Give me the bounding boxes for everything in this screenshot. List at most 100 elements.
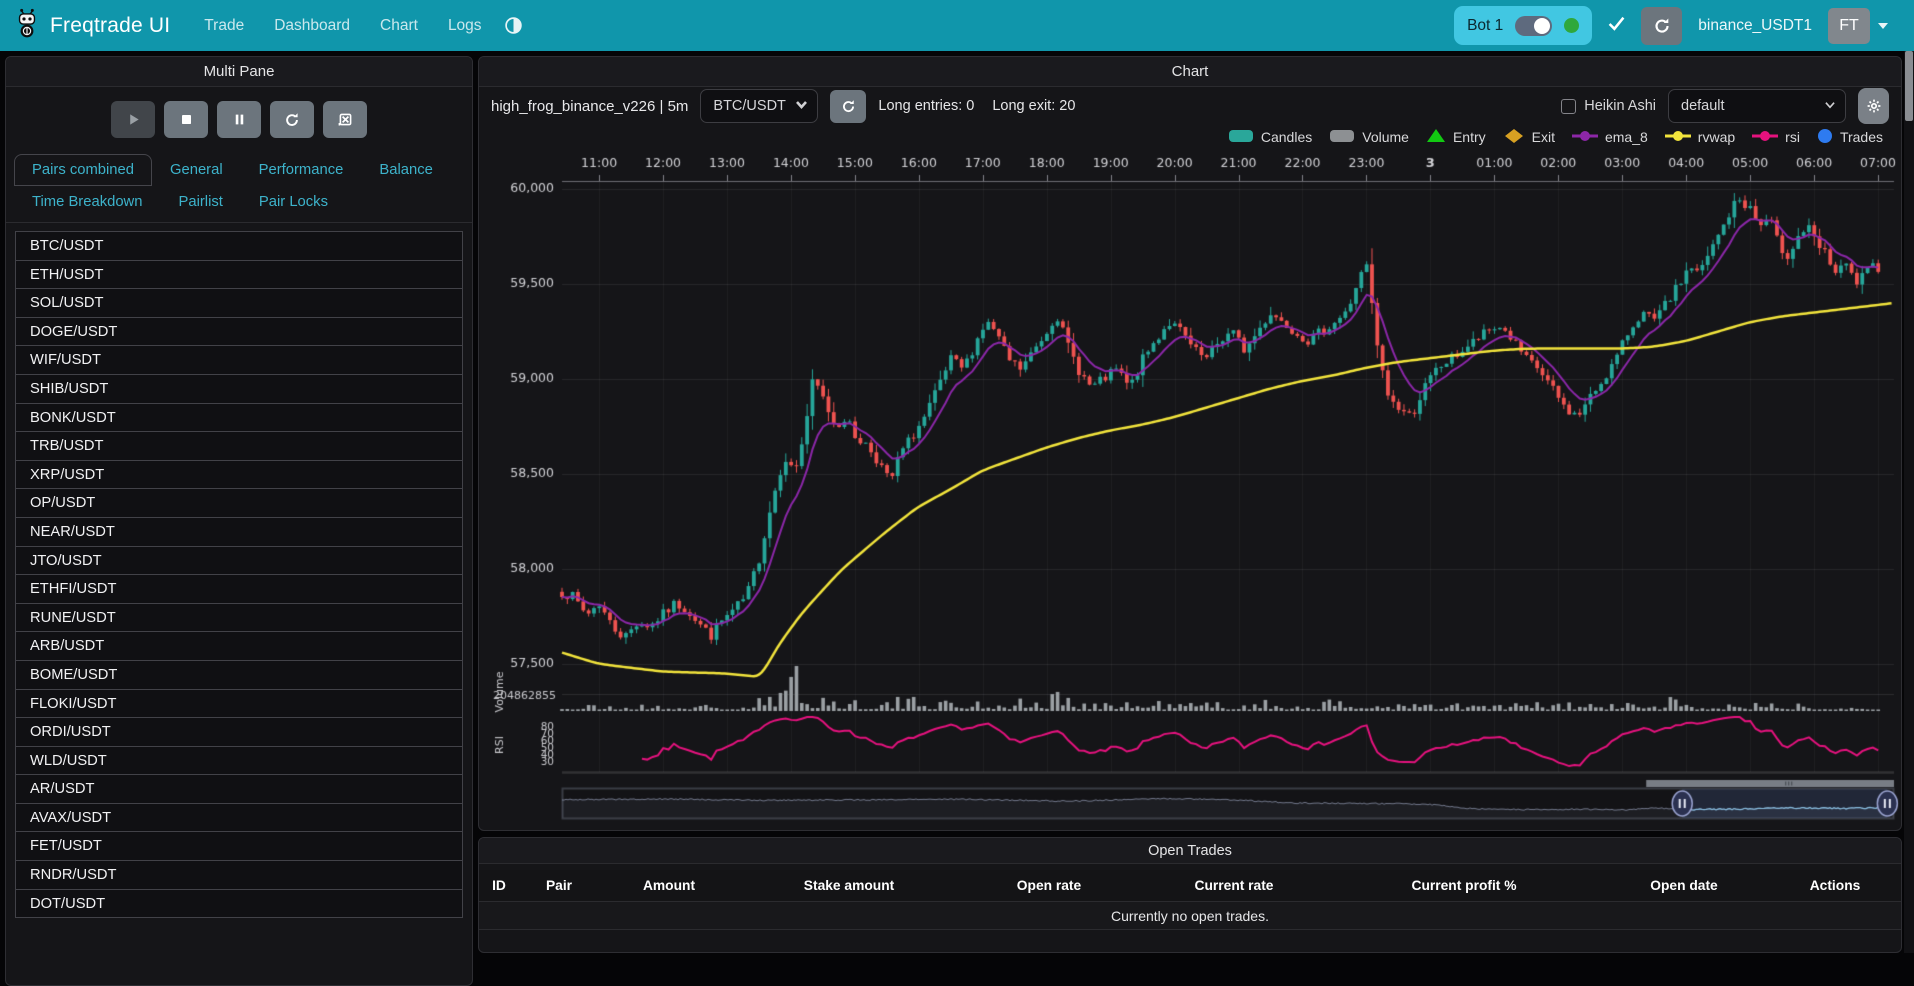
stop-button[interactable] (164, 101, 208, 138)
plot-settings-gear-button[interactable] (1858, 88, 1889, 124)
column-stake-amount: Stake amount (803, 878, 895, 893)
pair-item-shib-usdt[interactable]: SHIB/USDT (15, 373, 463, 404)
multi-pane-title: Multi Pane (6, 57, 472, 87)
reload-bot-button[interactable] (1641, 6, 1683, 45)
legend-item-entry[interactable]: Entry (1426, 128, 1486, 146)
pair-item-arb-usdt[interactable]: ARB/USDT (15, 631, 463, 661)
open-trades-title: Open Trades (479, 838, 1901, 864)
pair-item-sol-usdt[interactable]: SOL/USDT (15, 288, 463, 318)
legend-label: Volume (1362, 129, 1409, 145)
pair-item-ethfi-usdt[interactable]: ETHFI/USDT (15, 574, 463, 604)
bot-selector[interactable]: Bot 1 (1454, 6, 1593, 45)
chart-panel: Chart high_frog_binance_v226 | 5m BTC/US… (478, 56, 1902, 831)
chart-panel-title: Chart (479, 57, 1901, 87)
nav-item-trade[interactable]: Trade (204, 16, 245, 34)
legend-label: Exit (1531, 129, 1555, 145)
pair-item-trb-usdt[interactable]: TRB/USDT (15, 431, 463, 461)
tab-pairs-combined[interactable]: Pairs combined (14, 154, 152, 186)
legend-item-volume[interactable]: Volume (1329, 129, 1409, 146)
bot-enable-toggle[interactable] (1515, 15, 1553, 36)
refresh-button[interactable] (270, 101, 314, 138)
legend-rvwap-marker-icon (1664, 129, 1691, 145)
pair-item-floki-usdt[interactable]: FLOKI/USDT (15, 688, 463, 719)
user-menu[interactable]: FT (1828, 7, 1888, 44)
refresh-chart-button[interactable] (830, 89, 867, 123)
pair-item-xrp-usdt[interactable]: XRP/USDT (15, 459, 463, 490)
legend-label: Candles (1260, 129, 1313, 145)
strategy-name: high_frog_binance_v226 (491, 97, 656, 115)
pair-item-ar-usdt[interactable]: AR/USDT (15, 774, 463, 804)
tab-general[interactable]: General (169, 162, 223, 178)
pair-item-rndr-usdt[interactable]: RNDR/USDT (15, 860, 463, 890)
pair-select-value: BTC/USDT (713, 98, 786, 114)
main-nav: Trade Dashboard Chart Logs (204, 17, 481, 35)
pair-item-bonk-usdt[interactable]: BONK/USDT (15, 402, 463, 433)
price-chart-canvas[interactable] (488, 151, 1901, 830)
pair-item-jto-usdt[interactable]: JTO/USDT (15, 545, 463, 576)
tab-balance[interactable]: Balance (379, 162, 433, 178)
legend-label: ema_8 (1604, 129, 1648, 145)
timeframe-label: 5m (667, 97, 689, 115)
pair-item-doge-usdt[interactable]: DOGE/USDT (15, 316, 463, 347)
long-exit-count: Long exit: 20 (992, 98, 1076, 114)
column-pair: Pair (545, 878, 573, 893)
chart-right-controls: Heikin Ashi default (1561, 88, 1889, 124)
brand[interactable]: Freqtrade UI (14, 7, 170, 44)
pair-item-fet-usdt[interactable]: FET/USDT (15, 831, 463, 862)
legend-entry-marker-icon (1426, 128, 1446, 146)
user-menu-caret-icon (1878, 22, 1888, 29)
pair-item-ordi-usdt[interactable]: ORDI/USDT (15, 717, 463, 747)
nav-item-logs[interactable]: Logs (447, 16, 482, 34)
column-id: ID (492, 878, 506, 893)
bot-control-buttons (6, 101, 472, 138)
nav-item-dashboard[interactable]: Dashboard (274, 16, 351, 34)
heikin-ashi-checkbox[interactable] (1561, 98, 1577, 114)
legend-item-rsi[interactable]: rsi (1752, 129, 1800, 145)
legend-exit-marker-icon (1503, 128, 1525, 147)
pair-item-wld-usdt[interactable]: WLD/USDT (15, 745, 463, 776)
legend-item-rvwap[interactable]: rvwap (1664, 129, 1735, 145)
bot-online-status-dot (1564, 18, 1580, 33)
legend-label: Entry (1452, 129, 1486, 145)
pair-item-op-usdt[interactable]: OP/USDT (15, 488, 463, 518)
page-scrollbar-thumb[interactable] (1905, 51, 1913, 121)
play-button[interactable] (111, 101, 155, 138)
pair-item-rune-usdt[interactable]: RUNE/USDT (15, 602, 463, 633)
legend-candles-marker-icon (1228, 129, 1254, 146)
column-current-rate: Current rate (1194, 878, 1274, 893)
nav-item-chart[interactable]: Chart (380, 16, 418, 34)
tab-pairlist[interactable]: Pairlist (178, 194, 223, 210)
legend-item-trades[interactable]: Trades (1817, 128, 1883, 147)
legend-label: rsi (1785, 129, 1800, 145)
pair-select[interactable]: BTC/USDT (700, 89, 819, 123)
multi-pane-panel: Multi Pane Pairs combined General Performa… (5, 56, 473, 986)
pair-item-dot-usdt[interactable]: DOT/USDT (15, 888, 463, 919)
pair-item-eth-usdt[interactable]: ETH/USDT (15, 259, 463, 290)
tabs-divider (6, 222, 472, 223)
bot-ok-check-icon (1608, 16, 1625, 36)
column-actions: Actions (1809, 878, 1861, 893)
plot-config-select[interactable]: default (1668, 89, 1846, 123)
clear-chart-button[interactable] (323, 101, 367, 138)
legend-item-ema-8[interactable]: ema_8 (1571, 129, 1648, 145)
tab-performance[interactable]: Performance (258, 162, 344, 178)
pair-list: BTC/USDT ETH/USDT SOL/USDT DOGE/USDT WIF/USD… (15, 231, 463, 919)
strategy-separator: | (659, 97, 664, 115)
long-entries-count: Long entries: 0 (878, 98, 975, 114)
freqtrade-robot-logo-icon (14, 7, 40, 44)
legend-item-exit[interactable]: Exit (1503, 128, 1555, 147)
tab-time-breakdown[interactable]: Time Breakdown (32, 194, 143, 210)
pair-item-wif-usdt[interactable]: WIF/USDT (15, 345, 463, 375)
pair-item-bome-usdt[interactable]: BOME/USDT (15, 659, 463, 690)
tab-pair-locks[interactable]: Pair Locks (258, 194, 328, 210)
column-current-profit-: Current profit % (1411, 878, 1517, 893)
heikin-ashi-label: Heikin Ashi (1584, 98, 1656, 114)
legend-item-candles[interactable]: Candles (1228, 129, 1312, 146)
pair-item-avax-usdt[interactable]: AVAX/USDT (15, 802, 463, 833)
chevron-down-icon (795, 98, 808, 114)
theme-toggle-icon[interactable] (504, 16, 523, 35)
pair-item-btc-usdt[interactable]: BTC/USDT (15, 231, 463, 261)
pause-button[interactable] (217, 101, 261, 138)
legend-volume-marker-icon (1329, 129, 1355, 146)
pair-item-near-usdt[interactable]: NEAR/USDT (15, 516, 463, 547)
